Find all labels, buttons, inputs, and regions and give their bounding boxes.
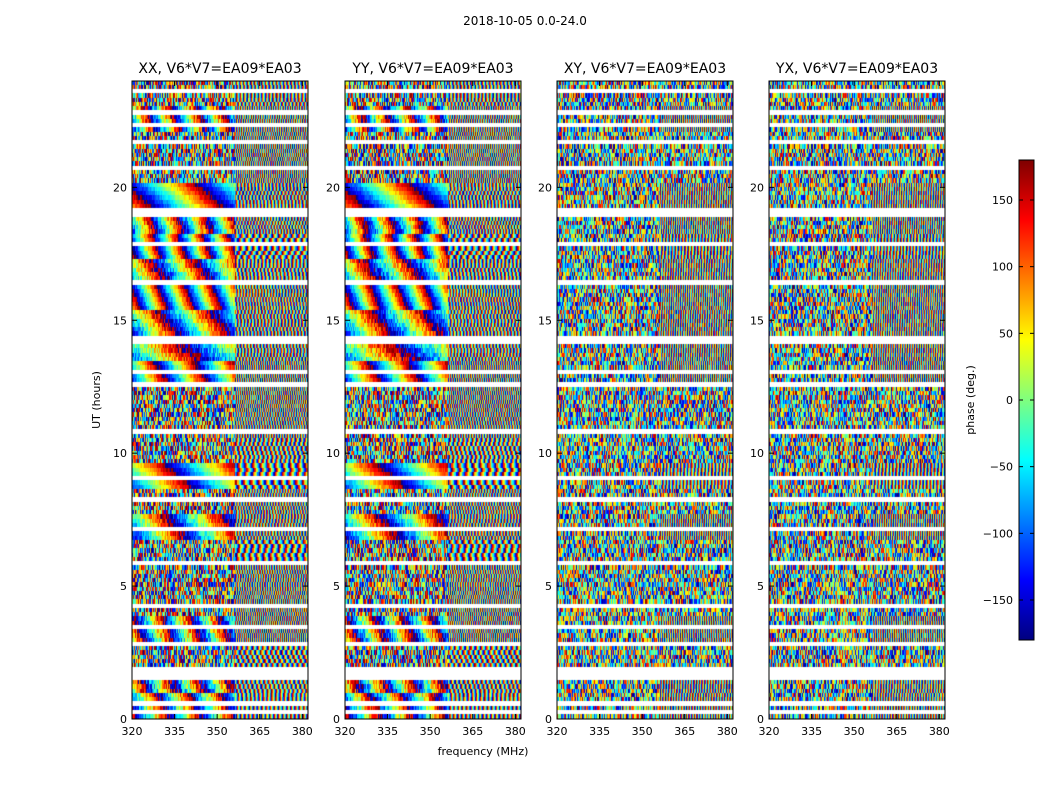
y-tick-label: 0 (120, 713, 127, 726)
y-tick-label: 20 (113, 181, 127, 194)
colorbar-tick-label: −50 (990, 461, 1013, 474)
colorbar-tick-label: 0 (1006, 394, 1013, 407)
y-tick-label: 5 (120, 580, 127, 593)
panel-3: XY, V6*V7=EA09*EA03 0 5 10 15 20 320 335 350 365 3… (538, 61, 738, 738)
y-tick-label: 20 (538, 181, 552, 194)
y-tick-label: 15 (113, 314, 127, 327)
phase-heatmap-image (769, 81, 945, 719)
phase-heatmap-image (345, 81, 521, 719)
y-tick-label: 15 (326, 314, 340, 327)
y-tick-label: 0 (545, 713, 552, 726)
colorbar-tick-label: −150 (983, 594, 1013, 607)
panel-2: YY, V6*V7=EA09*EA03 0 5 10 15 20 320 335 350 365 3… (326, 61, 526, 738)
y-tick-label: 5 (545, 580, 552, 593)
x-tick-label: 365 (886, 725, 907, 738)
colorbar-tick-label: −100 (983, 527, 1013, 540)
panel-4: YX, V6*V7=EA09*EA03 0 5 10 15 20 320 335 350 365 3… (750, 61, 950, 738)
x-tick-label: 365 (249, 725, 270, 738)
x-tick-label: 380 (292, 725, 313, 738)
colorbar-tick-label: 100 (992, 261, 1013, 274)
panel-title: XX, V6*V7=EA09*EA03 (138, 61, 301, 77)
panel-title: YX, V6*V7=EA09*EA03 (775, 61, 938, 77)
y-tick-label: 10 (750, 447, 764, 460)
x-tick-label: 335 (164, 725, 185, 738)
x-tick-label: 380 (717, 725, 738, 738)
x-tick-label: 350 (207, 725, 228, 738)
y-tick-label: 10 (113, 447, 127, 460)
panel-title: XY, V6*V7=EA09*EA03 (564, 61, 726, 77)
panel-title: YY, V6*V7=EA09*EA03 (351, 61, 513, 77)
y-tick-label: 0 (333, 713, 340, 726)
panel-1: XX, V6*V7=EA09*EA03 0 5 10 15 20 320 335 350 365 3… (113, 61, 313, 738)
colorbar: −150 −100 −50 0 50 100 150 phase (deg.) (964, 159, 1035, 641)
x-tick-label: 380 (929, 725, 950, 738)
x-tick-label: 320 (759, 725, 780, 738)
x-tick-label: 320 (335, 725, 356, 738)
panel-frame (556, 80, 734, 720)
x-tick-label: 335 (801, 725, 822, 738)
panel-frame (344, 80, 522, 720)
y-tick-label: 20 (750, 181, 764, 194)
colorbar-tick-label: 50 (999, 327, 1013, 340)
x-tick-label: 380 (505, 725, 526, 738)
figure-title: 2018-10-05 0.0-24.0 (463, 14, 587, 28)
colorbar-tick-label: 150 (992, 194, 1013, 207)
y-tick-label: 15 (538, 314, 552, 327)
y-tick-label: 20 (326, 181, 340, 194)
y-tick-label: 5 (333, 580, 340, 593)
y-tick-label: 0 (757, 713, 764, 726)
x-axis-label: frequency (MHz) (438, 745, 529, 758)
panels-group: XX, V6*V7=EA09*EA03 0 5 10 15 20 320 335 350 365 3… (113, 61, 950, 738)
x-tick-label: 320 (122, 725, 143, 738)
phase-heatmap-image (557, 81, 733, 719)
x-tick-label: 350 (844, 725, 865, 738)
panel-frame (131, 80, 309, 720)
y-tick-label: 5 (757, 580, 764, 593)
x-tick-label: 335 (377, 725, 398, 738)
colorbar-label: phase (deg.) (964, 365, 977, 435)
y-axis-label: UT (hours) (90, 371, 103, 429)
y-tick-label: 10 (538, 447, 552, 460)
phase-heatmap-image (132, 81, 308, 719)
x-tick-label: 350 (420, 725, 441, 738)
y-tick-label: 15 (750, 314, 764, 327)
x-tick-label: 335 (589, 725, 610, 738)
x-tick-label: 350 (632, 725, 653, 738)
x-tick-label: 365 (462, 725, 483, 738)
x-tick-label: 320 (547, 725, 568, 738)
y-tick-label: 10 (326, 447, 340, 460)
x-tick-label: 365 (674, 725, 695, 738)
panel-frame (768, 80, 946, 720)
